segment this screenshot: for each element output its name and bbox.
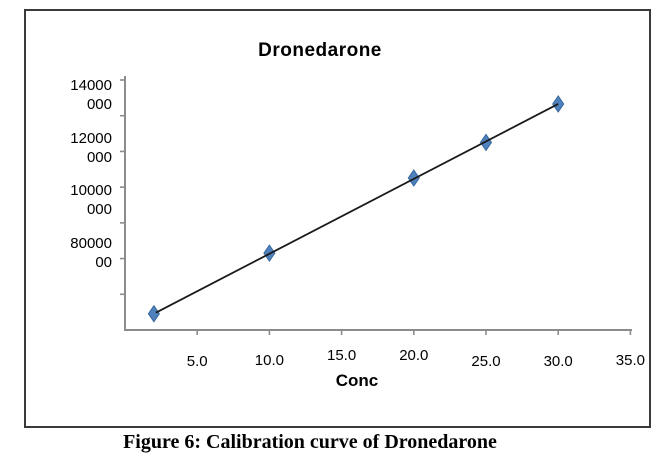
y-tick-label: 12000 000 [70,129,112,166]
x-tick-label: 20.0 [399,347,429,364]
x-tick-label: 35.0 [615,352,645,369]
figure-caption: Figure 6: Calibration curve of Dronedaro… [123,431,497,453]
x-tick-label: 30.0 [543,353,573,370]
data-point-marker [147,304,160,323]
x-tick-label: 25.0 [471,353,501,370]
chart-title: Dronedarone [258,40,382,61]
x-tick-label: 5.0 [186,353,208,370]
y-tick-label: 10000 000 [70,182,112,219]
x-tick-label: 10.0 [254,352,284,369]
x-tick-label: 15.0 [326,347,357,364]
x-axis-title: Conc [335,371,379,390]
y-tick-label: 80000 00 [70,235,112,272]
y-tick-label: 14000 000 [70,77,112,113]
trend-line [155,103,559,314]
